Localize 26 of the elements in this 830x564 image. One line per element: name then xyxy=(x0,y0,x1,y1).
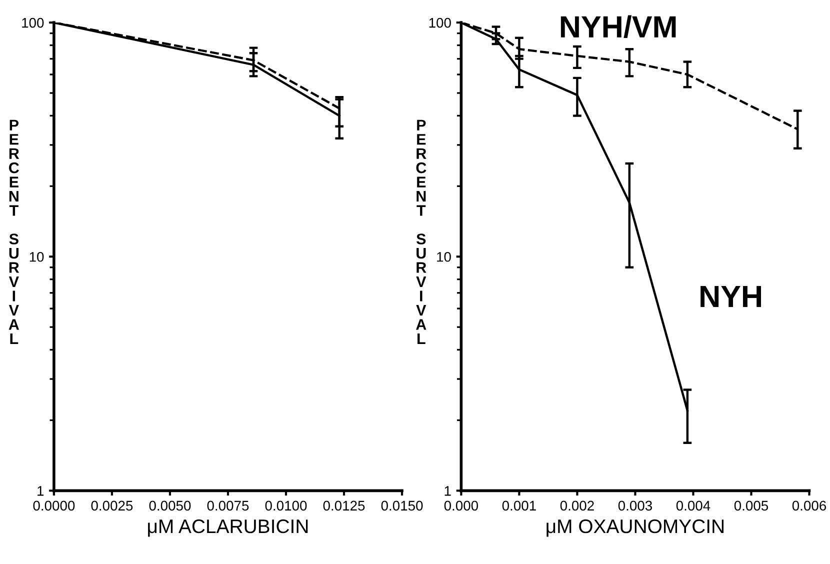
y-tick-label: 1 xyxy=(444,486,451,496)
x-axis-title: μM OXAUNOMYCIN xyxy=(546,519,724,537)
y-tick-label: 10 xyxy=(30,252,44,262)
series-label: NYH xyxy=(700,286,761,307)
x-tick-label: 0.0125 xyxy=(323,500,365,511)
x-tick-label: 0.003 xyxy=(618,500,652,511)
x-tick-label: 0.0075 xyxy=(207,500,249,511)
y-tick-label: 1 xyxy=(38,486,44,496)
y-tick-label: 100 xyxy=(22,18,44,28)
x-tick-label: 0.006 xyxy=(792,500,826,511)
x-tick-label: 0.0100 xyxy=(265,500,307,511)
y-tick-label: 10 xyxy=(437,252,451,262)
text: PERCENT SURVIVAL xyxy=(8,120,20,344)
x-tick-label: 0.001 xyxy=(502,500,536,511)
x-tick-label: 0.0050 xyxy=(149,500,191,511)
x-tick-label: 0.0150 xyxy=(381,500,423,511)
x-tick-label: 0.0025 xyxy=(91,500,133,511)
x-tick-label: 0.004 xyxy=(676,500,710,511)
x-tick-label: 0.002 xyxy=(560,500,594,511)
series-label: NYH/VM xyxy=(560,15,676,38)
text: PERCENT SURVIVAL xyxy=(416,120,426,344)
x-tick-label: 0.005 xyxy=(734,500,768,511)
x-tick-label: 0.000 xyxy=(444,500,478,511)
x-tick-label: 0.0000 xyxy=(33,500,75,511)
y-tick-label: 100 xyxy=(429,18,451,28)
x-axis-title: μM ACLARUBICIN xyxy=(148,519,308,537)
